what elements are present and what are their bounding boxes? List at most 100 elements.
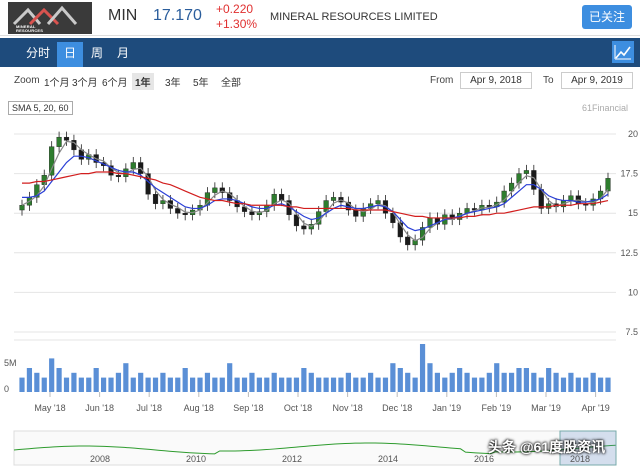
navigator-window: [559, 430, 617, 466]
volume-bar: [316, 377, 322, 392]
volume-bar: [234, 377, 240, 392]
volume-bar: [100, 377, 107, 392]
volume-bar: [449, 372, 455, 392]
volume-bar: [390, 363, 396, 392]
volume-bar: [152, 377, 159, 392]
x-tick-label: Sep '18: [233, 403, 263, 413]
volume-bar: [442, 377, 448, 392]
volume-bar: [538, 377, 544, 392]
volume-bar: [63, 377, 70, 392]
navigator-year-label: 2014: [378, 454, 398, 464]
volume-bar: [412, 377, 418, 392]
logo-text-2: RESOURCES: [16, 28, 44, 33]
change-percent: +1.30%: [216, 17, 258, 31]
zoom-3m-button[interactable]: 3个月: [72, 78, 98, 89]
volume-bar: [115, 372, 122, 392]
volume-bar: [486, 372, 492, 392]
tab-daily[interactable]: 日: [57, 42, 83, 67]
volume-bar: [553, 372, 559, 392]
volume-bar: [568, 372, 574, 392]
stock-chart: 20 17.5 15 12.5 10 7.5 5M 0 May '18 Jun '18 Jul '1…: [4, 129, 638, 466]
company-logo: MINERAL RESOURCES: [8, 2, 92, 34]
candle-body: [249, 211, 255, 215]
from-label: From: [430, 75, 454, 86]
navigator-line: [13, 442, 617, 455]
volume-bar: [471, 377, 478, 392]
volume-bar: [560, 377, 567, 392]
candle-body: [508, 182, 515, 192]
volume-bar: [323, 377, 329, 392]
from-date-input[interactable]: Apr 9, 2018: [460, 72, 532, 89]
tab-monthly[interactable]: 月: [116, 46, 129, 60]
zoom-3y-button[interactable]: 3年: [165, 78, 181, 89]
x-tick-label: Jan '19: [432, 403, 461, 413]
last-price: 17.170: [153, 7, 202, 24]
volume-bar: [241, 377, 248, 392]
zoom-label: Zoom: [14, 75, 40, 86]
to-date-input[interactable]: Apr 9, 2019: [561, 72, 633, 89]
candle-body: [501, 190, 507, 203]
tab-intraday[interactable]: 分时: [25, 46, 50, 60]
zoom-5y-button[interactable]: 5年: [193, 78, 209, 89]
volume-bar: [123, 363, 129, 392]
period-tab-bar: 分时 日 周 月: [0, 38, 640, 67]
tab-weekly[interactable]: 周: [90, 46, 103, 60]
ticker-symbol: MIN: [108, 7, 138, 24]
volume-bar: [26, 368, 33, 392]
candle-body: [301, 225, 307, 230]
candle-body: [531, 170, 537, 190]
x-tick-label: Jun '18: [85, 403, 114, 413]
candle-body: [108, 165, 114, 176]
price-tick-label: 15: [628, 208, 638, 218]
volume-bar: [405, 372, 411, 392]
follow-button[interactable]: 已关注: [582, 5, 632, 29]
volume-bar: [338, 377, 344, 392]
price-tick-label: 10: [628, 287, 638, 297]
volume-bar: [219, 377, 225, 392]
volume-bar: [590, 372, 596, 392]
chart-type-icon[interactable]: [612, 41, 634, 63]
volume-bar: [345, 372, 351, 392]
candle-body: [212, 187, 218, 193]
candle-body: [182, 212, 188, 215]
volume-bar: [501, 372, 507, 392]
candle-body: [130, 162, 136, 170]
volume-bar: [382, 377, 389, 392]
volume-bar: [93, 368, 99, 392]
price-change: +0.220 +1.30%: [216, 2, 257, 32]
navigator-year-label: 2010: [186, 454, 206, 464]
volume-bar: [330, 377, 337, 392]
sma60-line: [22, 171, 609, 219]
zoom-all-button[interactable]: 全部: [221, 78, 241, 89]
candle-body: [175, 208, 181, 214]
zoom-1m-button[interactable]: 1个月: [44, 78, 70, 89]
volume-bar: [308, 372, 314, 392]
volume-bar: [397, 368, 403, 392]
volume-bar: [175, 377, 181, 392]
to-label: To: [543, 75, 554, 86]
candle-body: [605, 178, 611, 192]
volume-bar: [286, 377, 292, 392]
price-tick-label: 17.5: [620, 169, 638, 179]
zoom-6m-button[interactable]: 6个月: [102, 78, 128, 89]
volume-bar: [212, 377, 218, 392]
volume-bar: [508, 372, 515, 392]
x-tick-label: Nov '18: [332, 403, 362, 413]
zoom-row: Zoom 1个月 3个月 6个月 1年 3年 5年 全部 From Apr 9,…: [0, 70, 640, 92]
volume-bar: [190, 377, 196, 392]
sma-legend: SMA 5, 20, 60: [8, 101, 73, 115]
volume-bar: [227, 363, 233, 392]
volume-bar: [56, 368, 62, 392]
navigator-year-label: 2008: [90, 454, 110, 464]
x-tick-label: Dec '18: [382, 403, 412, 413]
zoom-1y-button[interactable]: 1年: [132, 73, 154, 90]
volume-bar: [523, 368, 530, 392]
volume-bar: [145, 377, 151, 392]
x-tick-label: Apr '19: [581, 403, 609, 413]
volume-bar: [167, 377, 173, 392]
sma5-line: [21, 140, 609, 242]
volume-bar: [494, 363, 500, 392]
x-tick-label: May '18: [34, 403, 65, 413]
volume-bar: [271, 372, 277, 392]
volume-bar: [197, 377, 203, 392]
